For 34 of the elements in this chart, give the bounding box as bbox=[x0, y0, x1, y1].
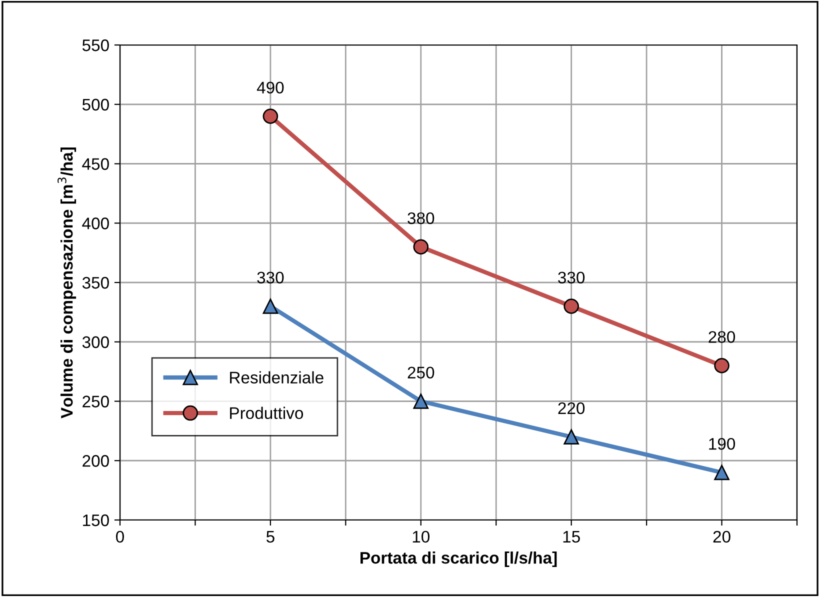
y-tick-label: 200 bbox=[82, 455, 109, 467]
point bbox=[564, 298, 579, 314]
x-tick-label: 20 bbox=[713, 530, 730, 543]
data-label: 190 bbox=[709, 438, 736, 450]
data-label: 330 bbox=[257, 272, 284, 284]
legend-label: Residenziale bbox=[230, 371, 324, 384]
y-tick-label: 300 bbox=[82, 336, 109, 348]
y-tick-label: 450 bbox=[82, 158, 109, 170]
data-label: 330 bbox=[558, 272, 585, 284]
x-tick-label: 10 bbox=[412, 530, 430, 543]
point bbox=[262, 108, 278, 124]
legend-label: Produttivo bbox=[230, 406, 304, 420]
y-tick-label: 150 bbox=[83, 514, 109, 526]
data-label: 250 bbox=[408, 366, 434, 379]
data-label: 280 bbox=[708, 331, 736, 343]
y-axis-title: Volume di compensazione [m$^{3}$/ha] bbox=[58, 147, 76, 418]
x-tick-label: 15 bbox=[563, 531, 580, 543]
point bbox=[714, 464, 730, 480]
data-label: 220 bbox=[558, 402, 585, 414]
x-tick-label: 5 bbox=[266, 531, 274, 543]
data-label: 380 bbox=[408, 212, 434, 224]
point bbox=[262, 298, 278, 314]
point bbox=[714, 358, 730, 374]
point bbox=[564, 429, 579, 445]
x-axis-title: Portata di scarico [l/s/ha] bbox=[360, 552, 557, 568]
y-tick-label: 250 bbox=[82, 396, 109, 408]
y-tick-label: 350 bbox=[82, 276, 109, 289]
x-tick-label: 0 bbox=[116, 530, 124, 543]
data-label: 490 bbox=[256, 82, 284, 94]
y-tick-label: 500 bbox=[82, 98, 109, 111]
y-tick-label: 550 bbox=[82, 39, 109, 52]
point bbox=[413, 394, 429, 409]
point bbox=[413, 239, 429, 255]
y-tick-label: 400 bbox=[82, 218, 109, 230]
